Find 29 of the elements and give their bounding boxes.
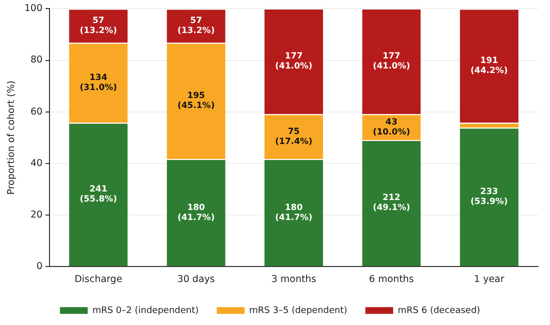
y-axis-title: Proportion of cohort (%) [6, 80, 18, 195]
data-label: 212 (49.1%) [372, 193, 410, 214]
data-label: 177 (41.0%) [275, 52, 313, 72]
y-tick-label: 20 [30, 209, 43, 220]
data-label: 57 (13.2%) [177, 16, 215, 36]
legend-label: mRS 0–2 (independent) [92, 306, 199, 316]
y-tick-label: 0 [36, 261, 43, 272]
y-tick-label: 80 [30, 54, 43, 66]
data-label: 75 (17.4%) [275, 126, 313, 147]
data-label: 195 (45.1%) [177, 91, 215, 112]
x-tick-label: Discharge [74, 274, 122, 285]
x-tick-label: 30 days [177, 274, 215, 285]
x-tick-label: 6 months [369, 274, 414, 285]
data-label: 180 (41.7%) [275, 202, 313, 223]
legend-label: mRS 6 (deceased) [398, 306, 480, 316]
data-label: 134 (31.0%) [80, 72, 118, 93]
data-label: 57 (13.2%) [80, 16, 118, 36]
x-tick-label: 1 year [474, 274, 504, 285]
data-label: 43 (10.0%) [372, 117, 410, 138]
y-tick-label: 40 [30, 158, 43, 169]
data-label: 191 (44.2%) [470, 56, 508, 76]
data-label: 233 (53.9%) [470, 187, 508, 208]
x-tick-label: 3 months [271, 274, 316, 285]
y-tick-label: 100 [24, 3, 43, 14]
data-label: 241 (55.8%) [80, 184, 118, 205]
data-label: 177 (41.0%) [372, 52, 410, 72]
legend-label: mRS 3–5 (dependent) [249, 306, 348, 316]
y-tick-label: 60 [30, 106, 43, 118]
data-label: 180 (41.7%) [177, 202, 215, 223]
